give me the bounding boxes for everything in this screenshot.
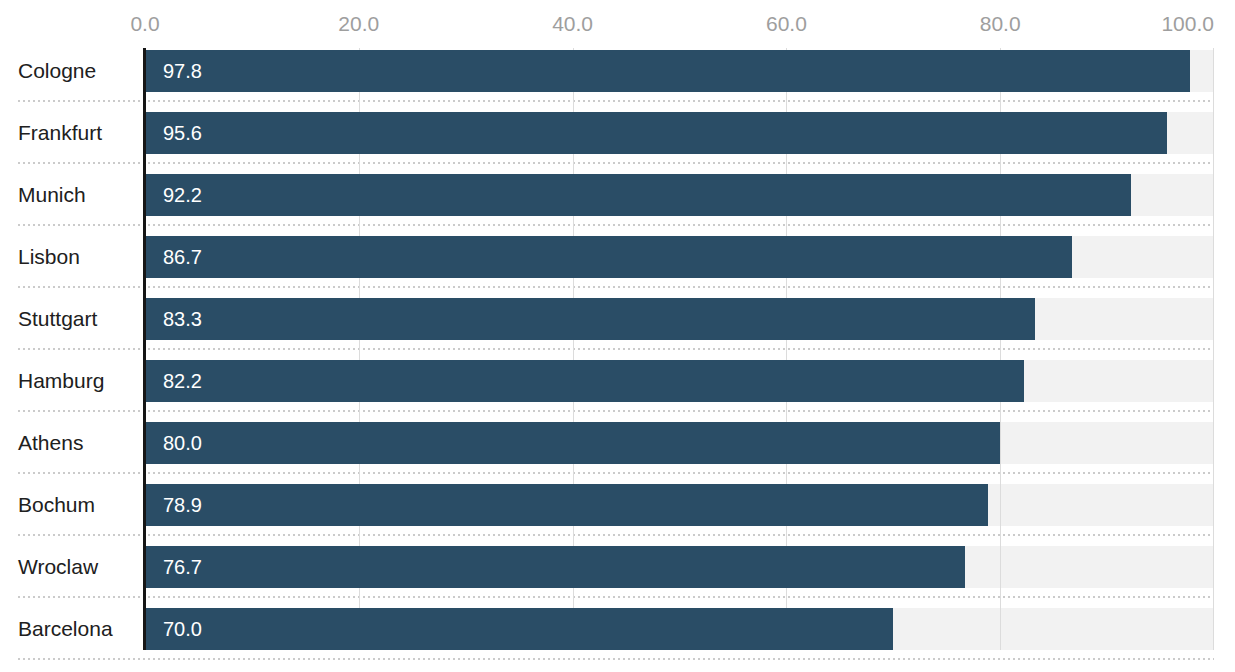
bar-row: Frankfurt 95.6 xyxy=(0,112,1235,174)
bar: 97.8 xyxy=(145,50,1190,92)
bar: 95.6 xyxy=(145,112,1167,154)
bar-track: 95.6 xyxy=(145,112,1214,154)
x-tick-label: 60.0 xyxy=(766,12,807,36)
x-tick-label: 40.0 xyxy=(552,12,593,36)
value-label: 83.3 xyxy=(163,298,202,340)
bar-track: 78.9 xyxy=(145,484,1214,526)
category-label: Hamburg xyxy=(18,360,104,402)
bar: 92.2 xyxy=(145,174,1131,216)
category-label: Cologne xyxy=(18,50,96,92)
bar-track: 82.2 xyxy=(145,360,1214,402)
row-separator xyxy=(18,286,1214,288)
bar-row: Barcelona 70.0 xyxy=(0,608,1235,670)
bar-row: Athens 80.0 xyxy=(0,422,1235,484)
zero-axis-line xyxy=(143,48,146,650)
bar-track: 70.0 xyxy=(145,608,1214,650)
bar-track: 76.7 xyxy=(145,546,1214,588)
category-label: Barcelona xyxy=(18,608,113,650)
bar-row: Cologne 97.8 xyxy=(0,50,1235,112)
row-separator xyxy=(18,596,1214,598)
value-label: 82.2 xyxy=(163,360,202,402)
bar-row: Stuttgart 83.3 xyxy=(0,298,1235,360)
value-label: 78.9 xyxy=(163,484,202,526)
bar-track: 97.8 xyxy=(145,50,1214,92)
bar-row: Hamburg 82.2 xyxy=(0,360,1235,422)
row-separator xyxy=(18,410,1214,412)
bar-track: 86.7 xyxy=(145,236,1214,278)
category-label: Frankfurt xyxy=(18,112,102,154)
x-tick-label: 0.0 xyxy=(130,12,159,36)
value-label: 86.7 xyxy=(163,236,202,278)
row-separator xyxy=(18,100,1214,102)
value-label: 97.8 xyxy=(163,50,202,92)
category-label: Munich xyxy=(18,174,86,216)
x-tick-label: 100.0 xyxy=(1161,12,1214,36)
category-label: Bochum xyxy=(18,484,95,526)
bar-row: Munich 92.2 xyxy=(0,174,1235,236)
bar-row: Wroclaw 76.7 xyxy=(0,546,1235,608)
category-label: Stuttgart xyxy=(18,298,97,340)
bar-row: Lisbon 86.7 xyxy=(0,236,1235,298)
bar-track: 92.2 xyxy=(145,174,1214,216)
x-axis: 0.020.040.060.080.0100.0 xyxy=(145,0,1214,48)
rows: Cologne 97.8 Frankfurt 95.6 Munich 92.2 … xyxy=(0,50,1235,670)
value-label: 70.0 xyxy=(163,608,202,650)
bar-chart: 0.0 20.0 40.0 60.0 80.0 100.0 Cologne 97.8 Fr… xyxy=(0,0,1235,672)
category-label: Wroclaw xyxy=(18,546,98,588)
value-label: 95.6 xyxy=(163,112,202,154)
category-label: Athens xyxy=(18,422,83,464)
bar: 83.3 xyxy=(145,298,1035,340)
value-label: 92.2 xyxy=(163,174,202,216)
bar: 80.0 xyxy=(145,422,1000,464)
row-separator xyxy=(18,534,1214,536)
x-tick-label: 80.0 xyxy=(980,12,1021,36)
value-label: 76.7 xyxy=(163,546,202,588)
bar: 82.2 xyxy=(145,360,1024,402)
bar: 78.9 xyxy=(145,484,988,526)
row-separator xyxy=(18,224,1214,226)
bar-track: 80.0 xyxy=(145,422,1214,464)
bar-track: 83.3 xyxy=(145,298,1214,340)
row-separator xyxy=(18,162,1214,164)
row-separator xyxy=(18,658,1214,660)
value-label: 80.0 xyxy=(163,422,202,464)
row-separator xyxy=(18,348,1214,350)
bar: 86.7 xyxy=(145,236,1072,278)
x-tick-label: 20.0 xyxy=(338,12,379,36)
row-separator xyxy=(18,472,1214,474)
category-label: Lisbon xyxy=(18,236,80,278)
bar-row: Bochum 78.9 xyxy=(0,484,1235,546)
bar: 70.0 xyxy=(145,608,893,650)
bar: 76.7 xyxy=(145,546,965,588)
